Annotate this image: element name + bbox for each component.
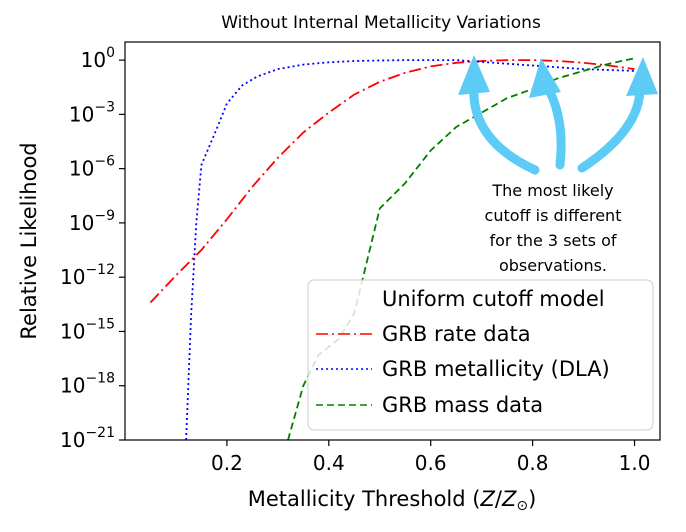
- axes-frame: [124, 41, 661, 441]
- x-axis-label-part: /: [495, 487, 503, 511]
- arrow-left-head: [458, 55, 490, 95]
- y-axis-label: Relative Likelihood: [17, 142, 41, 339]
- y-tick-label: 10−21: [60, 425, 115, 452]
- x-ticks: 0.2 0.4 0.6 0.8 1.0: [211, 440, 650, 475]
- legend-title: Uniform cutoff model: [382, 287, 605, 311]
- x-tick-label: 0.6: [415, 451, 447, 475]
- annotation-arrows: [458, 55, 658, 175]
- y-tick-label: 10−18: [60, 371, 115, 398]
- legend-label-rate: GRB rate data: [382, 322, 531, 346]
- x-axis-label-part: Metallicity Threshold (: [248, 487, 481, 511]
- annotation-text: The most likely cutoff is different for …: [485, 181, 622, 275]
- annotation-line-3: for the 3 sets of: [490, 231, 617, 250]
- x-tick-label: 1.0: [619, 451, 651, 475]
- x-tick-label: 0.2: [211, 451, 243, 475]
- legend-label-mass: GRB mass data: [382, 393, 543, 417]
- series-line-0: [149, 59, 635, 304]
- y-tick-label: 100: [81, 45, 115, 72]
- legend-box: [307, 279, 654, 431]
- arrow-right-head: [626, 57, 658, 96]
- x-axis-label-part: ⊙: [516, 498, 528, 514]
- annotation-line-2: cutoff is different: [485, 206, 622, 225]
- arrow-left: [469, 80, 540, 175]
- legend-label-dla: GRB metallicity (DLA): [382, 357, 610, 381]
- x-tick-label: 0.4: [313, 451, 345, 475]
- chart-title: Without Internal Metallicity Variations: [221, 13, 541, 33]
- x-axis-label-part: ): [528, 487, 536, 511]
- y-tick-label: 10−3: [69, 99, 115, 126]
- x-axis-label: Metallicity Threshold (Z/Z⊙): [248, 487, 537, 514]
- y-tick-label: 10−12: [60, 262, 115, 289]
- y-tick-label: 10−15: [60, 316, 115, 343]
- legend: Uniform cutoff model GRB rate data GRB m…: [307, 279, 654, 431]
- annotation-line-4: observations.: [499, 256, 607, 275]
- series-line-1: [185, 59, 635, 440]
- arrow-middle: [543, 83, 566, 170]
- y-ticks: 100 10−3 10−6 10−9 10−12 10−15 10−18 10−21: [60, 45, 125, 452]
- x-axis-label-part: Z: [479, 487, 495, 511]
- arrow-middle-head: [529, 58, 561, 98]
- x-tick-label: 0.8: [517, 451, 549, 475]
- x-axis-label-part: Z: [501, 487, 517, 511]
- y-tick-label: 10−9: [69, 208, 115, 235]
- annotation-line-1: The most likely: [491, 181, 613, 200]
- y-tick-label: 10−6: [69, 154, 115, 181]
- arrow-right: [577, 83, 645, 173]
